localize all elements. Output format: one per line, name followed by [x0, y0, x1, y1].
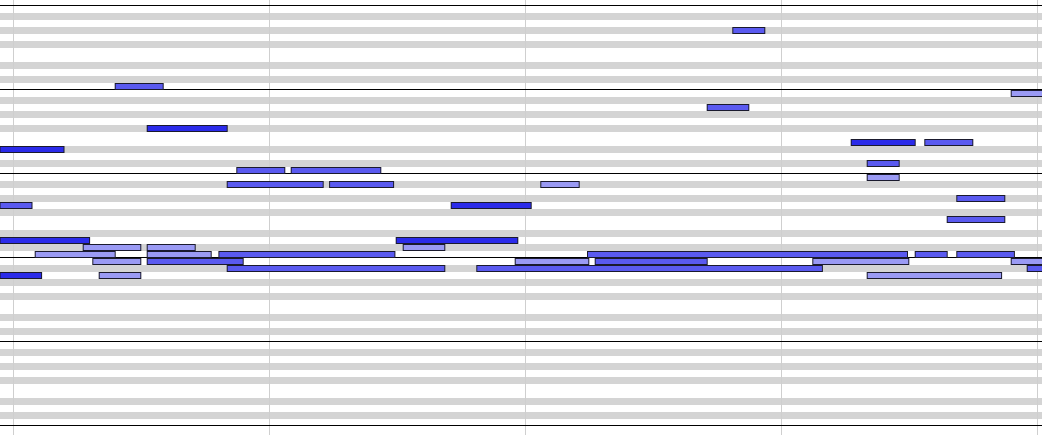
note[interactable]: [395, 237, 519, 244]
black-key-row: [0, 181, 1042, 188]
key-rows: [0, 13, 1042, 419]
note[interactable]: [146, 125, 228, 132]
notes-layer[interactable]: [0, 27, 1042, 279]
note[interactable]: [706, 104, 750, 111]
note[interactable]: [92, 258, 142, 265]
note[interactable]: [146, 258, 244, 265]
black-key-row: [0, 146, 1042, 153]
note[interactable]: [1026, 265, 1042, 272]
black-key-row: [0, 349, 1042, 356]
note[interactable]: [956, 251, 1015, 258]
note[interactable]: [0, 202, 33, 209]
black-key-row: [0, 125, 1042, 132]
note[interactable]: [866, 174, 900, 181]
note[interactable]: [218, 251, 396, 258]
note[interactable]: [146, 251, 212, 258]
note[interactable]: [329, 181, 395, 188]
note[interactable]: [956, 195, 1006, 202]
note[interactable]: [914, 251, 948, 258]
black-key-row: [0, 293, 1042, 300]
note[interactable]: [540, 181, 580, 188]
note[interactable]: [476, 265, 823, 272]
note[interactable]: [0, 146, 65, 153]
note[interactable]: [866, 160, 900, 167]
note[interactable]: [850, 139, 916, 146]
note[interactable]: [1010, 90, 1042, 97]
black-key-row: [0, 195, 1042, 202]
black-key-row: [0, 363, 1042, 370]
note[interactable]: [732, 27, 766, 34]
note[interactable]: [226, 265, 446, 272]
note[interactable]: [226, 181, 324, 188]
black-key-row: [0, 377, 1042, 384]
black-key-row: [0, 41, 1042, 48]
black-key-row: [0, 398, 1042, 405]
black-key-row: [0, 412, 1042, 419]
note[interactable]: [514, 258, 590, 265]
note[interactable]: [146, 244, 196, 251]
note[interactable]: [0, 272, 43, 279]
beat-lines: [13, 0, 1038, 435]
note[interactable]: [594, 258, 708, 265]
black-key-row: [0, 62, 1042, 69]
black-key-row: [0, 244, 1042, 251]
black-key-row: [0, 279, 1042, 286]
note[interactable]: [402, 244, 446, 251]
note[interactable]: [1010, 258, 1042, 265]
note[interactable]: [34, 251, 116, 258]
black-key-row: [0, 328, 1042, 335]
black-key-row: [0, 27, 1042, 34]
black-key-row: [0, 76, 1042, 83]
black-key-row: [0, 230, 1042, 237]
black-key-row: [0, 160, 1042, 167]
black-key-row: [0, 111, 1042, 118]
black-key-row: [0, 314, 1042, 321]
note[interactable]: [450, 202, 532, 209]
note[interactable]: [587, 251, 908, 258]
note[interactable]: [946, 216, 1006, 223]
note[interactable]: [114, 83, 164, 90]
note[interactable]: [98, 272, 142, 279]
note[interactable]: [924, 139, 974, 146]
note[interactable]: [82, 244, 142, 251]
black-key-row: [0, 97, 1042, 104]
note[interactable]: [812, 258, 910, 265]
black-key-row: [0, 209, 1042, 216]
note[interactable]: [0, 237, 91, 244]
note[interactable]: [290, 167, 382, 174]
black-key-row: [0, 13, 1042, 20]
note[interactable]: [236, 167, 286, 174]
note[interactable]: [866, 272, 1003, 279]
